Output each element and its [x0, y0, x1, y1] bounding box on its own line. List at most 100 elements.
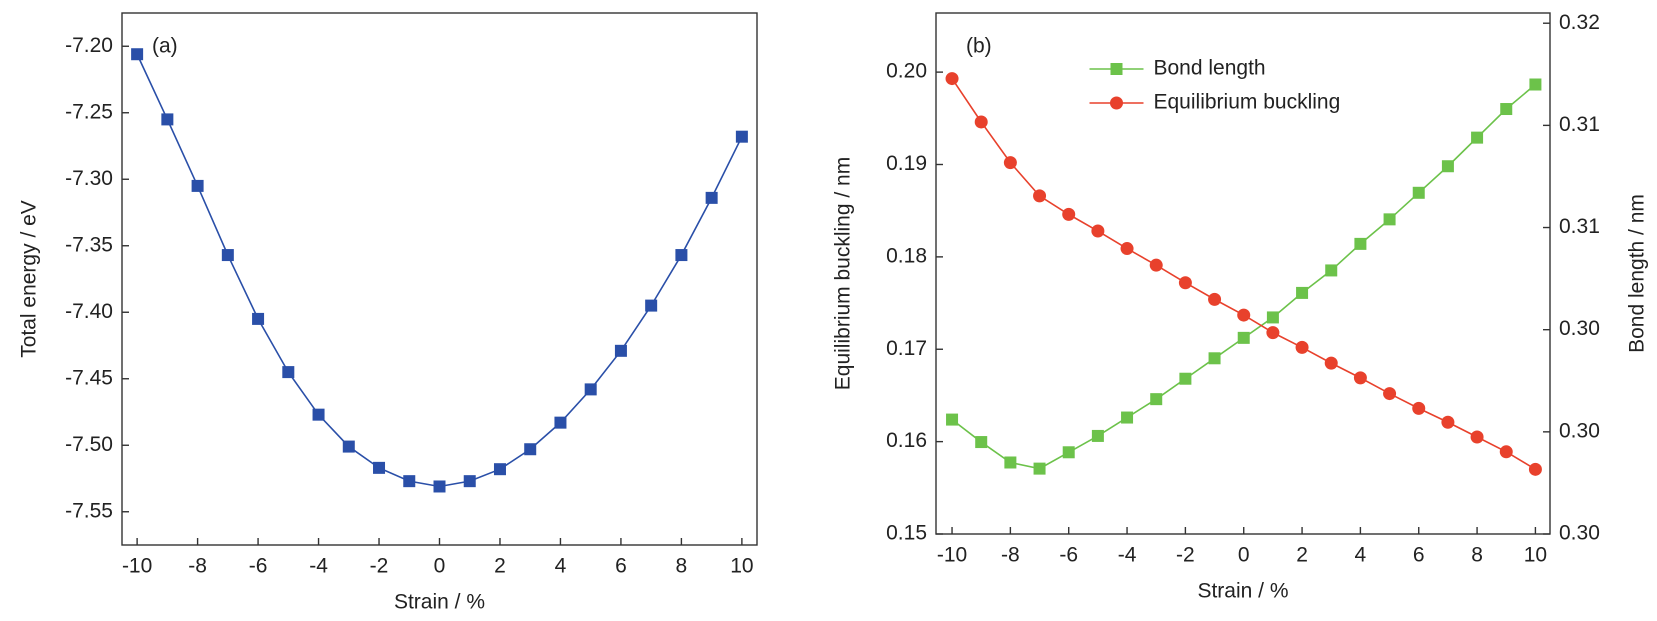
x-tick-label: -10 — [122, 555, 152, 578]
legend-label: Equilibrium buckling — [1154, 91, 1341, 114]
x-tick-label: -4 — [1118, 544, 1137, 567]
marker — [524, 443, 537, 456]
marker — [1295, 340, 1309, 354]
x-tick-label: 2 — [494, 555, 506, 578]
x-tick-label: 2 — [1296, 544, 1308, 567]
x-tick-label: 10 — [730, 555, 753, 578]
marker — [282, 366, 295, 379]
marker — [1033, 462, 1046, 475]
y2-tick-label: 0.31 — [1559, 215, 1600, 238]
y-tick-label: -7.40 — [65, 300, 113, 323]
marker — [1003, 156, 1017, 170]
marker — [1528, 462, 1542, 476]
x-tick-label: 4 — [1355, 544, 1367, 567]
legend-marker — [1110, 96, 1123, 110]
marker — [1208, 292, 1222, 306]
x-tick-label: 0 — [434, 555, 446, 578]
y2-tick-label: 0.30 — [1559, 317, 1600, 340]
y2-tick-label: 0.31 — [1559, 113, 1600, 136]
panel-label: (a) — [152, 35, 178, 58]
marker — [463, 475, 476, 488]
marker — [131, 48, 144, 61]
marker — [1441, 160, 1454, 173]
series-line — [951, 78, 1536, 471]
plot-frame — [935, 12, 1551, 535]
marker — [1266, 326, 1280, 340]
marker — [1033, 189, 1047, 203]
marker — [1412, 186, 1425, 199]
y-tick-label: 0.19 — [886, 152, 927, 175]
y-tick-label: 0.16 — [886, 429, 927, 452]
y-tick-label: 0.17 — [886, 337, 927, 360]
x-tick-label: 6 — [1413, 544, 1425, 567]
marker — [1150, 393, 1163, 406]
marker — [1121, 411, 1134, 424]
marker — [1383, 387, 1397, 401]
marker — [1237, 331, 1250, 344]
marker — [1499, 445, 1513, 459]
y2-axis-label: Bond length / nm — [1626, 194, 1649, 353]
marker — [1091, 429, 1104, 442]
marker — [221, 249, 234, 262]
marker — [975, 436, 988, 449]
marker — [1441, 415, 1455, 429]
marker — [1325, 264, 1338, 277]
marker — [945, 72, 959, 86]
x-tick-label: -10 — [937, 544, 967, 567]
marker — [1179, 372, 1192, 385]
y-tick-label: 0.15 — [886, 522, 927, 545]
y2-tick-label: 0.30 — [1559, 419, 1600, 442]
marker — [1354, 237, 1367, 250]
x-tick-label: -6 — [249, 555, 268, 578]
marker — [373, 461, 386, 474]
marker — [342, 440, 355, 453]
x-axis-label: Strain / % — [1197, 580, 1288, 603]
x-tick-label: 6 — [615, 555, 627, 578]
x-tick-label: -8 — [1001, 544, 1020, 567]
marker — [675, 249, 688, 262]
panel-label: (b) — [966, 35, 992, 58]
y-axis-label: Equilibrium buckling / nm — [832, 157, 855, 390]
series-line — [951, 83, 1536, 470]
legend-marker — [1110, 63, 1123, 75]
marker — [161, 113, 174, 126]
marker — [614, 344, 627, 357]
marker — [1062, 446, 1075, 459]
y-axis-label: Total energy / eV — [18, 200, 41, 358]
plot-frame — [121, 12, 758, 546]
x-tick-label: -8 — [188, 555, 207, 578]
x-tick-label: 4 — [555, 555, 567, 578]
marker — [312, 408, 325, 421]
x-axis-label: Strain / % — [394, 591, 485, 614]
y-tick-label: -7.35 — [65, 233, 113, 256]
marker — [1383, 213, 1396, 226]
marker — [433, 480, 446, 493]
x-tick-label: 0 — [1238, 544, 1250, 567]
y-tick-label: -7.30 — [65, 167, 113, 190]
marker — [493, 463, 506, 476]
y-tick-label: 0.20 — [886, 60, 927, 83]
y2-tick-label: 0.30 — [1559, 522, 1600, 545]
marker — [252, 312, 265, 325]
marker — [1296, 286, 1309, 299]
marker — [584, 383, 597, 396]
x-tick-label: 8 — [676, 555, 688, 578]
marker — [1004, 456, 1017, 469]
x-tick-label: -2 — [1176, 544, 1195, 567]
x-tick-label: 8 — [1471, 544, 1483, 567]
marker — [1470, 430, 1484, 444]
series-line — [136, 53, 743, 488]
marker — [645, 299, 658, 312]
marker — [974, 115, 988, 129]
marker — [1471, 131, 1484, 144]
x-tick-label: -4 — [309, 555, 328, 578]
marker — [1529, 78, 1542, 91]
x-tick-label: 10 — [1524, 544, 1547, 567]
marker — [554, 416, 567, 429]
marker — [1149, 258, 1163, 272]
marker — [1208, 352, 1221, 365]
marker — [1062, 207, 1076, 221]
legend-label: Bond length — [1154, 57, 1266, 80]
marker — [1266, 311, 1279, 324]
